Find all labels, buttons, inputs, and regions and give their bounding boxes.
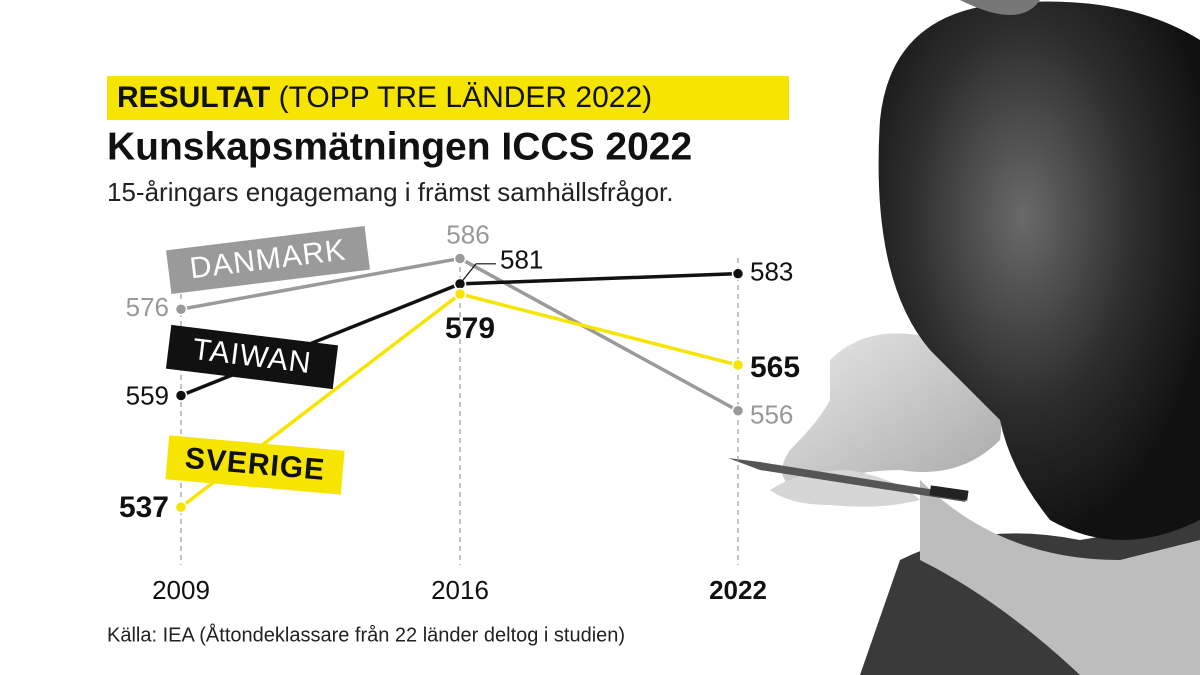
value-label: 586	[446, 219, 489, 249]
value-label: 583	[750, 257, 793, 287]
legend-item: TAIWAN	[165, 324, 339, 390]
point	[731, 358, 745, 372]
point	[174, 302, 188, 316]
leader-line	[459, 263, 496, 285]
chart-subtitle: 15-åringars engagemang i främst samhälls…	[107, 177, 674, 207]
chart-title: Kunskapsmätningen ICCS 2022	[107, 125, 692, 168]
kicker-box	[107, 76, 789, 120]
plot: 2009 2016 2022 576 586 556 DANMARK 559 581 583 TAI…	[119, 219, 800, 605]
kicker-bold: RESULTAT	[117, 81, 270, 114]
point	[731, 267, 745, 280]
legend-box	[165, 435, 345, 495]
x-tick-label: 2009	[152, 575, 210, 605]
legend-item: DANMARK	[166, 225, 370, 295]
photo	[728, 0, 1200, 675]
kicker: RESULTAT (TOPP TRE LÄNDER 2022)	[117, 81, 652, 114]
kicker-note: (TOPP TRE LÄNDER 2022)	[279, 81, 652, 114]
value-label: 581	[500, 245, 543, 275]
source: Källa: IEA (Åttondeklassare från 22 länd…	[107, 623, 625, 646]
legend-box	[166, 225, 370, 295]
value-label: 537	[119, 491, 169, 524]
point	[731, 404, 745, 417]
value-label: 565	[750, 351, 800, 384]
point	[453, 287, 467, 301]
x-tick-label: 2016	[431, 575, 489, 605]
legend-box	[165, 324, 339, 390]
point	[174, 500, 188, 514]
legend-item: SVERIGE	[165, 435, 345, 495]
point	[174, 389, 188, 402]
point	[453, 252, 467, 265]
value-label: 559	[126, 380, 169, 410]
value-label: 579	[445, 312, 495, 345]
x-tick-label: 2022	[709, 575, 767, 605]
value-label: 576	[126, 292, 169, 322]
value-label: 556	[750, 400, 793, 430]
